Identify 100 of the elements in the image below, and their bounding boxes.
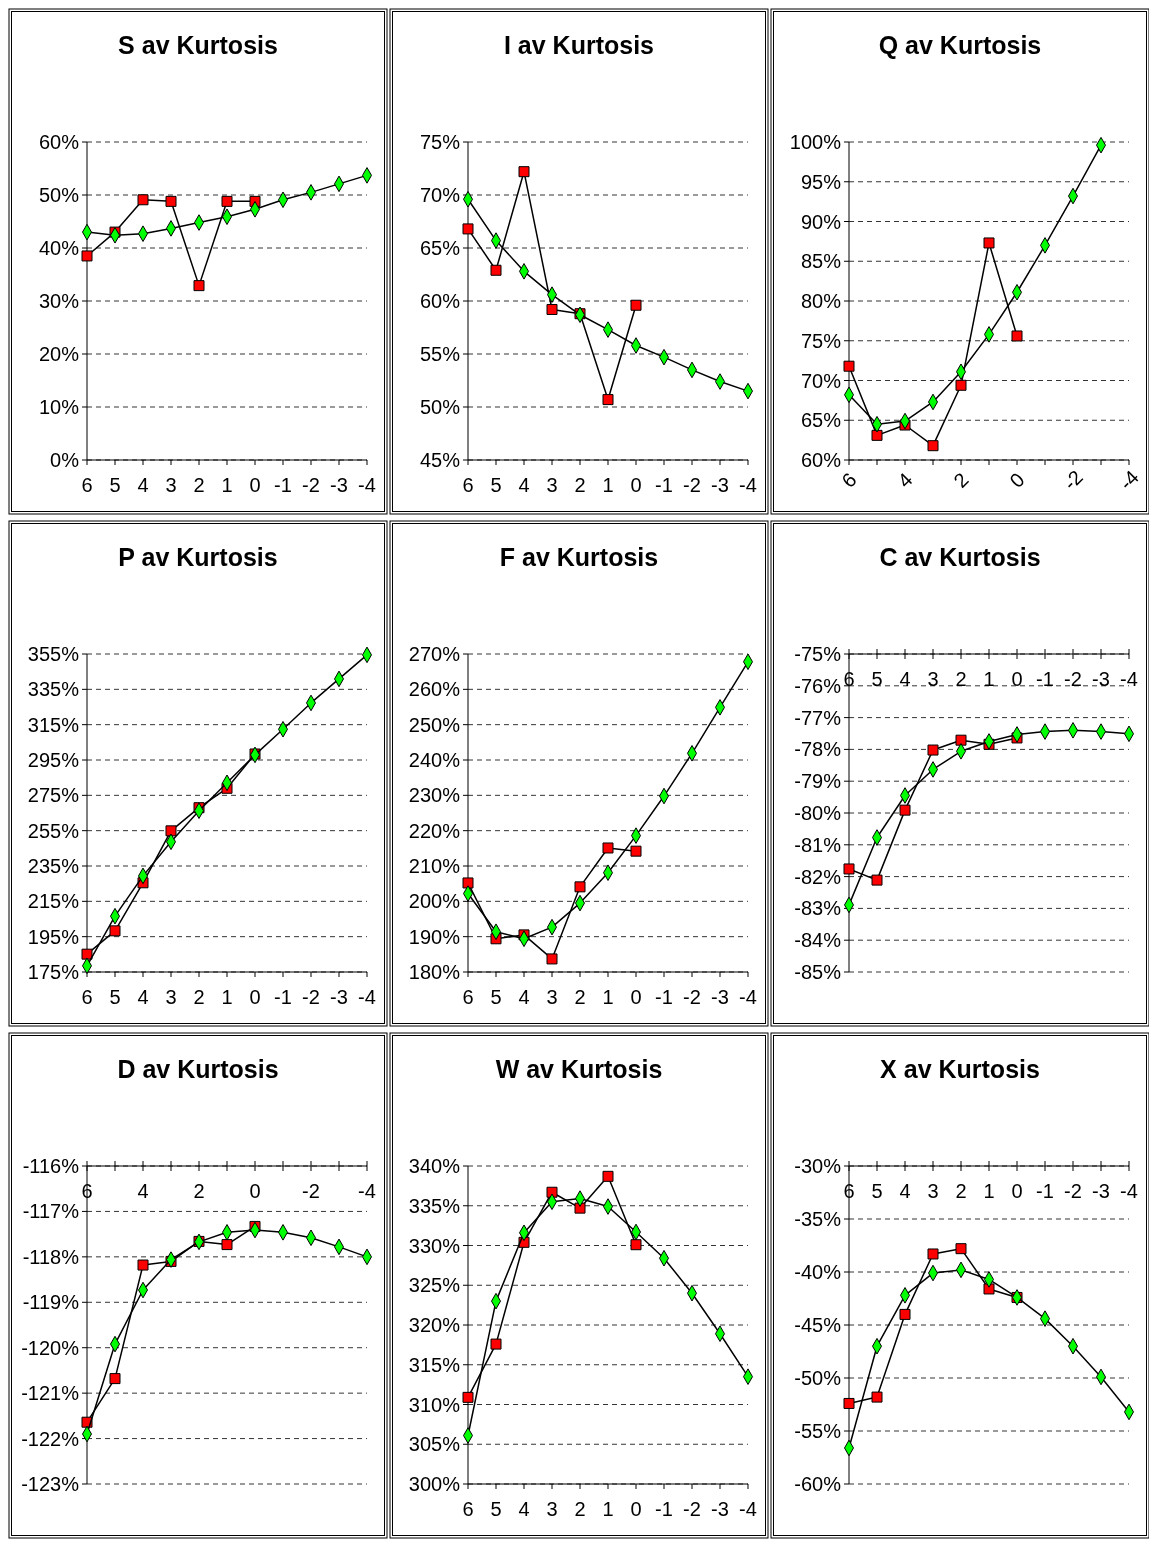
x-tick-label: 0	[630, 474, 642, 496]
y-tick-label: 200%	[408, 890, 461, 913]
x-tick-label: 6	[843, 1180, 855, 1202]
y-tick-label: 305%	[408, 1433, 461, 1456]
chart-title: P av Kurtosis	[118, 543, 278, 571]
x-tick-label: 4	[137, 1180, 149, 1202]
x-tick-label: 0	[630, 1498, 642, 1520]
x-tick-label: 4	[893, 468, 917, 492]
x-tick-label: 1	[602, 474, 614, 496]
x-tick-label: -1	[655, 1498, 673, 1520]
y-tick-label: -76%	[794, 674, 842, 697]
chart-title: W av Kurtosis	[495, 1055, 663, 1083]
y-tick-label: 60%	[38, 131, 80, 153]
y-tick-label: 95%	[800, 170, 842, 193]
y-tick-label: -82%	[794, 865, 842, 888]
x-tick-label: 1	[221, 986, 233, 1008]
x-tick-label: 3	[165, 474, 177, 496]
x-tick-label: 5	[871, 668, 883, 690]
y-tick-label: 210%	[408, 855, 461, 877]
x-tick-label: 2	[949, 468, 973, 492]
x-tick-label: -2	[683, 986, 701, 1008]
x-tick-label: -4	[1120, 668, 1138, 690]
y-tick-label: 335%	[408, 1194, 461, 1217]
x-tick-label: 4	[137, 986, 149, 1008]
x-tick-label: 5	[490, 986, 502, 1008]
x-tick-label: -2	[302, 474, 320, 496]
x-tick-label: 1	[983, 668, 995, 690]
x-tick-label: -2	[683, 474, 701, 496]
x-tick-label: 3	[546, 986, 558, 1008]
x-tick-label: -2	[302, 1180, 320, 1202]
x-tick-label: 2	[955, 1180, 967, 1202]
y-tick-label: 10%	[38, 396, 80, 418]
x-tick-label: 4	[518, 986, 530, 1008]
y-tick-label: 85%	[800, 250, 842, 273]
chart-title: X av Kurtosis	[880, 1055, 1040, 1083]
y-tick-label: -84%	[794, 929, 842, 952]
y-tick-label: -117%	[22, 1200, 80, 1223]
x-tick-label: 4	[899, 668, 911, 690]
y-tick-label: 295%	[27, 749, 80, 771]
y-tick-label: -77%	[794, 706, 842, 729]
x-tick-label: 4	[518, 474, 530, 496]
x-tick-label: -2	[1064, 668, 1082, 690]
x-tick-label: -1	[1036, 1180, 1054, 1202]
y-tick-label: -30%	[794, 1155, 842, 1177]
y-tick-label: -121%	[21, 1382, 80, 1405]
x-tick-label: -3	[1092, 1180, 1110, 1202]
x-tick-label: -2	[1058, 465, 1088, 495]
x-tick-label: 6	[843, 668, 855, 690]
x-tick-label: -1	[655, 986, 673, 1008]
x-tick-label: 0	[630, 986, 642, 1008]
y-tick-label: 65%	[419, 237, 461, 259]
y-tick-label: 320%	[408, 1314, 461, 1336]
y-tick-label: 310%	[408, 1393, 461, 1416]
y-tick-label: 50%	[419, 396, 461, 418]
chart-title: Q av Kurtosis	[878, 31, 1042, 59]
x-tick-label: 1	[602, 986, 614, 1008]
x-tick-label: 4	[899, 1180, 911, 1202]
x-tick-label: 2	[193, 986, 205, 1008]
x-tick-label: 3	[927, 1180, 939, 1202]
x-tick-label: -2	[1064, 1180, 1082, 1202]
x-tick-label: -1	[655, 474, 673, 496]
x-tick-label: -4	[1114, 465, 1144, 495]
y-tick-label: 50%	[38, 184, 80, 206]
x-tick-label: 3	[546, 1498, 558, 1520]
y-tick-label: -122%	[21, 1427, 80, 1450]
y-tick-label: 60%	[419, 290, 461, 312]
y-tick-label: 65%	[800, 409, 842, 432]
x-tick-label: -3	[330, 986, 348, 1008]
y-tick-label: 20%	[38, 343, 80, 365]
y-tick-label: -118%	[22, 1245, 80, 1268]
x-tick-label: -2	[683, 1498, 701, 1520]
chart-title: I av Kurtosis	[503, 31, 655, 59]
x-tick-label: -4	[358, 1180, 376, 1202]
y-tick-label: 315%	[408, 1353, 461, 1376]
y-tick-label: 175%	[27, 961, 80, 983]
x-tick-label: 5	[109, 474, 121, 496]
x-tick-label: 0	[249, 474, 261, 496]
y-tick-label: 240%	[408, 749, 461, 771]
x-tick-label: -3	[711, 474, 729, 496]
y-tick-label: -78%	[794, 738, 842, 761]
x-tick-label: 2	[193, 474, 205, 496]
y-tick-label: -123%	[21, 1473, 80, 1495]
y-tick-label: 315%	[27, 713, 80, 736]
y-tick-label: -119%	[22, 1291, 80, 1314]
x-tick-label: -4	[1120, 1180, 1138, 1202]
x-tick-label: 5	[490, 474, 502, 496]
x-tick-label: 6	[837, 468, 861, 492]
x-tick-label: -4	[358, 474, 376, 496]
x-tick-label: 6	[81, 474, 93, 496]
y-tick-label: 325%	[408, 1274, 461, 1297]
x-tick-label: 0	[249, 986, 261, 1008]
y-tick-label: 180%	[408, 961, 461, 983]
y-tick-label: -75%	[794, 643, 842, 665]
x-tick-label: 2	[574, 986, 586, 1008]
x-tick-label: 5	[109, 986, 121, 1008]
y-tick-label: 40%	[38, 237, 80, 259]
chart-title: F av Kurtosis	[499, 543, 659, 571]
y-tick-label: 275%	[27, 784, 80, 807]
y-tick-label: -116%	[22, 1155, 80, 1177]
y-tick-label: -35%	[794, 1208, 842, 1230]
